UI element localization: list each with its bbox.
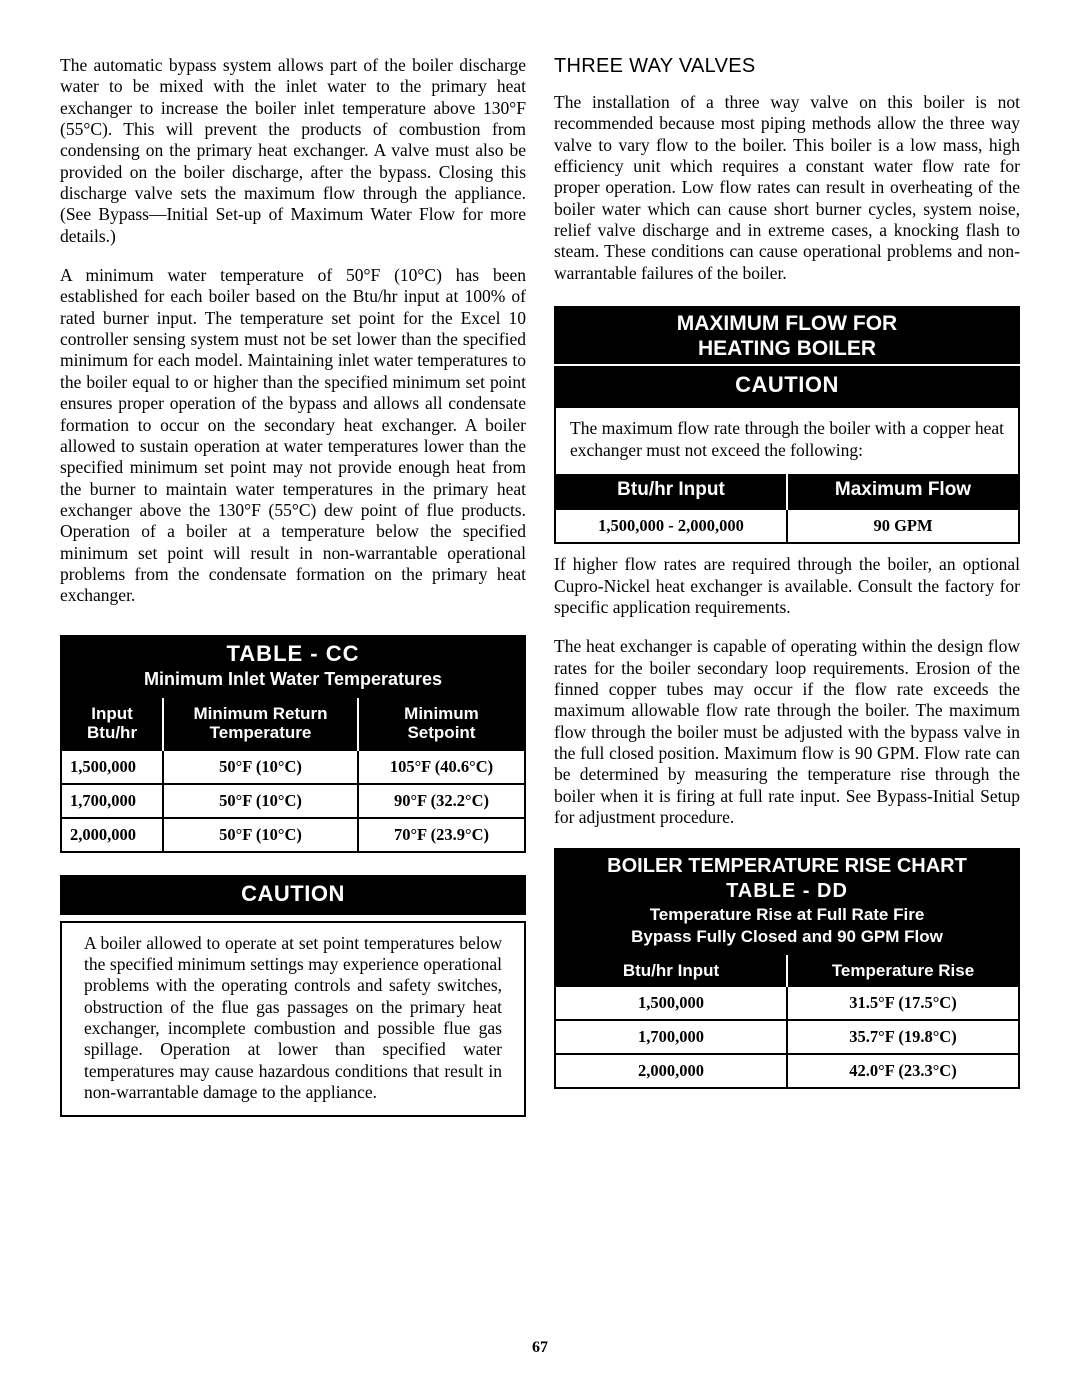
table-row: 1,500,000 50°F (10°C) 105°F (40.6°C) [61, 750, 525, 784]
maxflow-head-row: Btu/hr Input Maximum Flow [555, 474, 1019, 509]
caution-bar-right: CAUTION [554, 364, 1020, 406]
maxflow-caution-box: The maximum flow rate through the boiler… [554, 406, 1020, 474]
cell: 42.0°F (23.3°C) [787, 1054, 1019, 1088]
cell: 90 GPM [787, 509, 1019, 543]
table-cc-subtitle: Minimum Inlet Water Temperatures [60, 669, 526, 690]
table-dd: Btu/hr Input Temperature Rise 1,500,000 … [554, 955, 1020, 1089]
cell: 1,500,000 - 2,000,000 [555, 509, 787, 543]
table-cc: InputBtu/hr Minimum ReturnTemperature Mi… [60, 698, 526, 853]
cell: 50°F (10°C) [163, 818, 358, 852]
table-dd-line4: Bypass Fully Closed and 90 GPM Flow [562, 927, 1012, 947]
cell: 31.5°F (17.5°C) [787, 987, 1019, 1020]
cell: 70°F (23.9°C) [358, 818, 525, 852]
table-dd-col2: Temperature Rise [787, 955, 1019, 987]
paragraph-after-flow-1: If higher flow rates are required throug… [554, 554, 1020, 618]
maxflow-col2: Maximum Flow [787, 474, 1019, 509]
table-row: 2,000,000 50°F (10°C) 70°F (23.9°C) [61, 818, 525, 852]
right-column: THREE WAY VALVES The installation of a t… [554, 55, 1020, 1117]
table-cc-title: TABLE - CC [60, 641, 526, 667]
caution-bar-left: CAUTION [60, 875, 526, 915]
maxflow-heading-line2: HEATING BOILER [554, 336, 1020, 361]
table-dd-col1: Btu/hr Input [555, 955, 787, 987]
paragraph-after-flow-2: The heat exchanger is capable of operati… [554, 636, 1020, 828]
cell: 35.7°F (19.8°C) [787, 1020, 1019, 1054]
table-dd-head-row: Btu/hr Input Temperature Rise [555, 955, 1019, 987]
three-way-text: The installation of a three way valve on… [554, 92, 1020, 284]
table-dd-line2: TABLE - DD [562, 880, 1012, 903]
table-row: 2,000,000 42.0°F (23.3°C) [555, 1054, 1019, 1088]
table-cc-col3: MinimumSetpoint [358, 698, 525, 750]
table-cc-head-row: InputBtu/hr Minimum ReturnTemperature Mi… [61, 698, 525, 750]
table-dd-line3: Temperature Rise at Full Rate Fire [562, 905, 1012, 925]
three-way-heading: THREE WAY VALVES [554, 55, 1020, 78]
cell: 90°F (32.2°C) [358, 784, 525, 818]
table-dd-line1: BOILER TEMPERATURE RISE CHART [562, 854, 1012, 878]
table-row: 1,700,000 35.7°F (19.8°C) [555, 1020, 1019, 1054]
cell: 50°F (10°C) [163, 750, 358, 784]
maxflow-heading: MAXIMUM FLOW FOR HEATING BOILER [554, 306, 1020, 364]
table-cc-header: TABLE - CC Minimum Inlet Water Temperatu… [60, 635, 526, 698]
table-cc-col2: Minimum ReturnTemperature [163, 698, 358, 750]
table-row: 1,500,000 31.5°F (17.5°C) [555, 987, 1019, 1020]
paragraph-bypass: The automatic bypass system allows part … [60, 55, 526, 247]
page-number: 67 [0, 1339, 1080, 1357]
table-row: 1,700,000 50°F (10°C) 90°F (32.2°C) [61, 784, 525, 818]
cell: 1,500,000 [61, 750, 163, 784]
cell: 1,700,000 [555, 1020, 787, 1054]
maxflow-col1: Btu/hr Input [555, 474, 787, 509]
table-cc-col1: InputBtu/hr [61, 698, 163, 750]
cell: 1,700,000 [61, 784, 163, 818]
two-column-layout: The automatic bypass system allows part … [60, 55, 1020, 1117]
cell: 2,000,000 [61, 818, 163, 852]
table-row: 1,500,000 - 2,000,000 90 GPM [555, 509, 1019, 543]
paragraph-min-temp: A minimum water temperature of 50°F (10°… [60, 265, 526, 607]
maxflow-heading-line1: MAXIMUM FLOW FOR [554, 311, 1020, 336]
table-dd-header: BOILER TEMPERATURE RISE CHART TABLE - DD… [554, 848, 1020, 955]
cell: 105°F (40.6°C) [358, 750, 525, 784]
cell: 2,000,000 [555, 1054, 787, 1088]
page: The automatic bypass system allows part … [0, 0, 1080, 1397]
left-column: The automatic bypass system allows part … [60, 55, 526, 1117]
maxflow-table: Btu/hr Input Maximum Flow 1,500,000 - 2,… [554, 474, 1020, 544]
cell: 1,500,000 [555, 987, 787, 1020]
cell: 50°F (10°C) [163, 784, 358, 818]
caution-box-left: A boiler allowed to operate at set point… [60, 921, 526, 1118]
